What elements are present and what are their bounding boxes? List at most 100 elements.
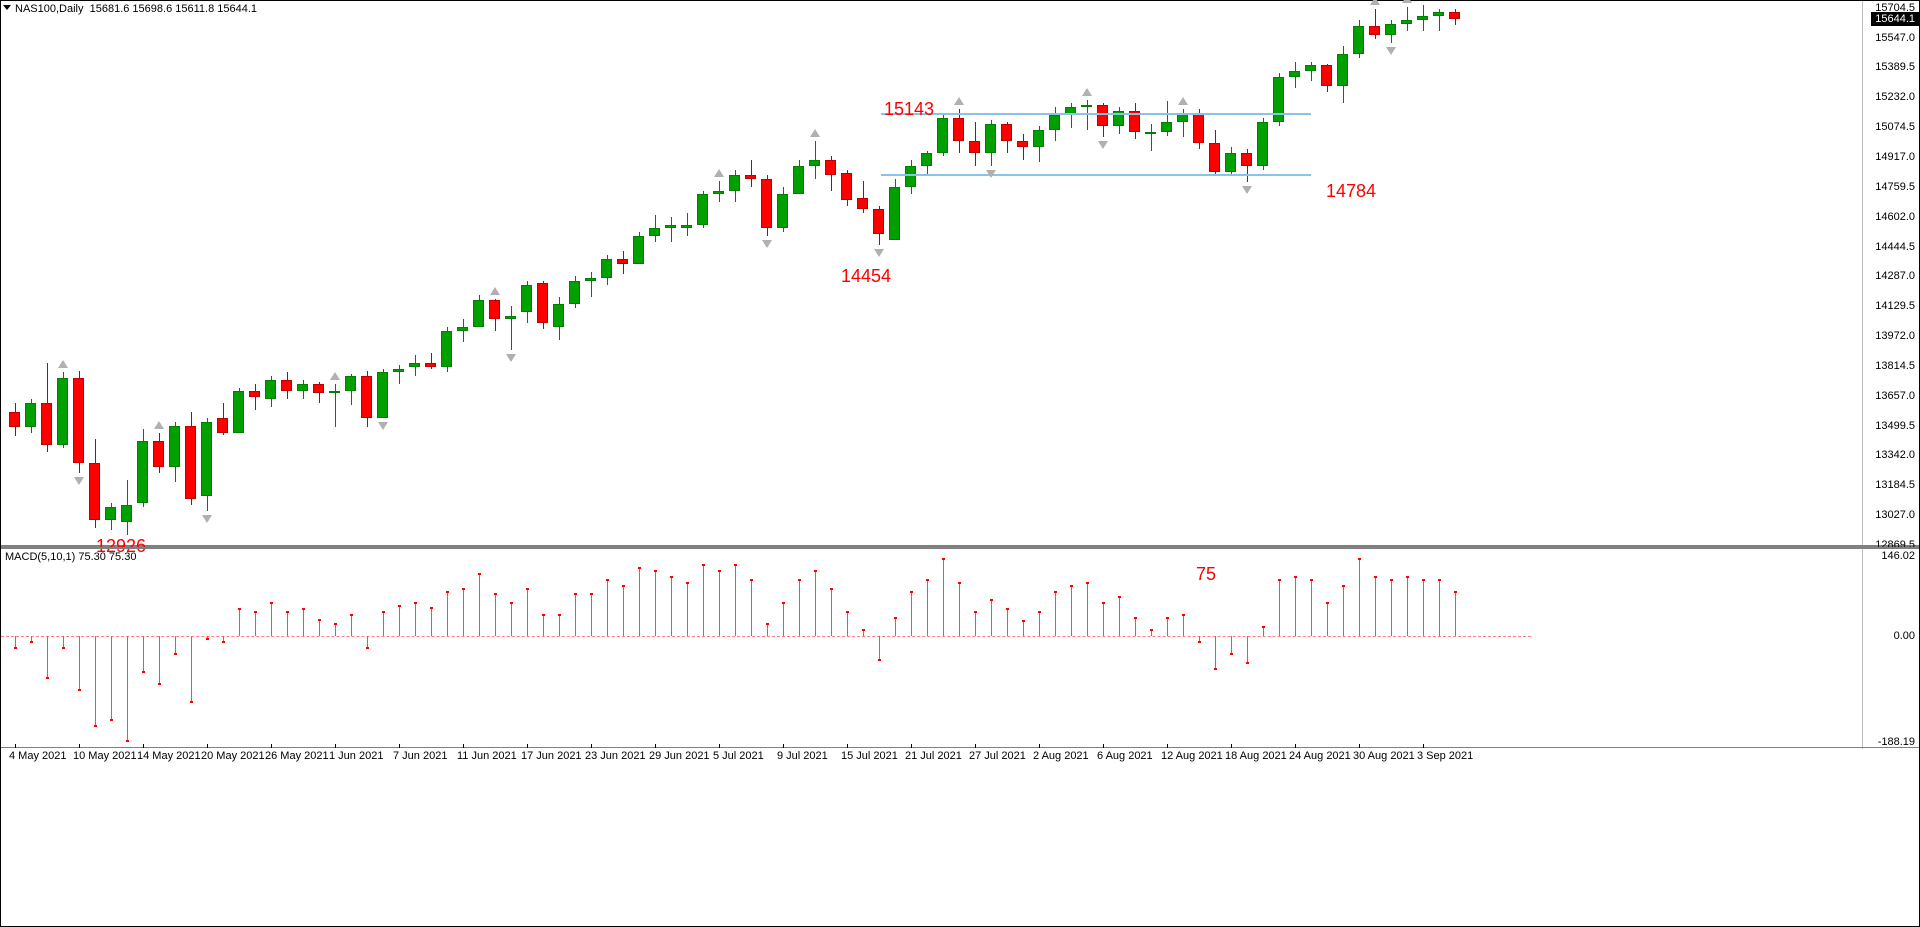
candle-body[interactable] <box>697 194 708 224</box>
candle-body[interactable] <box>713 191 724 195</box>
candle-body[interactable] <box>1289 71 1300 77</box>
fractal-up-icon <box>58 360 68 368</box>
candle-body[interactable] <box>1049 115 1060 130</box>
candle-body[interactable] <box>569 281 580 304</box>
candle-body[interactable] <box>761 179 772 228</box>
candle-body[interactable] <box>153 441 164 468</box>
macd-signal-point <box>382 611 385 613</box>
candle-body[interactable] <box>537 283 548 323</box>
candle-body[interactable] <box>617 259 628 265</box>
candle-body[interactable] <box>1353 26 1364 54</box>
candle-body[interactable] <box>73 378 84 463</box>
candle-body[interactable] <box>809 160 820 166</box>
candle-body[interactable] <box>873 209 884 234</box>
candle-body[interactable] <box>1225 153 1236 172</box>
candle-body[interactable] <box>681 225 692 229</box>
candle-body[interactable] <box>505 316 516 320</box>
candle-body[interactable] <box>1209 143 1220 171</box>
candle-body[interactable] <box>89 463 100 520</box>
candle-body[interactable] <box>105 507 116 520</box>
candle-body[interactable] <box>777 194 788 228</box>
time-x-axis[interactable]: 4 May 202110 May 202114 May 202120 May 2… <box>1 747 1919 927</box>
candle-body[interactable] <box>25 403 36 428</box>
time-axis-tick-mark <box>975 744 976 748</box>
candle-body[interactable] <box>457 327 468 331</box>
candle-body[interactable] <box>409 363 420 367</box>
candle-body[interactable] <box>1017 141 1028 147</box>
candle-body[interactable] <box>1081 105 1092 107</box>
candle-body[interactable] <box>1257 122 1268 166</box>
horizontal-level-line[interactable] <box>881 174 1311 176</box>
candle-body[interactable] <box>1097 105 1108 126</box>
candle-body[interactable] <box>841 173 852 200</box>
candle-body[interactable] <box>1145 132 1156 134</box>
candle-body[interactable] <box>489 300 500 319</box>
candle-body[interactable] <box>1417 16 1428 20</box>
candle-body[interactable] <box>921 153 932 166</box>
candle-body[interactable] <box>1321 65 1332 86</box>
candle-body[interactable] <box>1193 113 1204 143</box>
candle-body[interactable] <box>329 391 340 393</box>
candle-body[interactable] <box>1401 20 1412 24</box>
price-y-axis[interactable]: 15704.515547.015389.515232.015074.514917… <box>1862 1 1919 545</box>
candle-body[interactable] <box>185 426 196 500</box>
candle-body[interactable] <box>825 160 836 175</box>
candle-body[interactable] <box>265 380 276 399</box>
candle-body[interactable] <box>393 369 404 373</box>
candle-body[interactable] <box>633 236 644 264</box>
candle-body[interactable] <box>937 118 948 152</box>
price-plot-area[interactable]: 12926144541514314784 <box>1 1 1531 545</box>
candle-body[interactable] <box>1161 122 1172 131</box>
candle-body[interactable] <box>281 380 292 391</box>
candle-body[interactable] <box>169 426 180 468</box>
macd-y-axis[interactable]: 146.020.00-188.19 <box>1862 549 1919 749</box>
candle-body[interactable] <box>857 198 868 209</box>
price-axis-tick: 13657.0 <box>1875 390 1915 402</box>
candle-body[interactable] <box>585 278 596 282</box>
candle-body[interactable] <box>793 166 804 194</box>
candle-body[interactable] <box>1337 54 1348 86</box>
candle-body[interactable] <box>521 285 532 312</box>
candle-body[interactable] <box>137 441 148 504</box>
candle-body[interactable] <box>1273 77 1284 122</box>
candle-body[interactable] <box>1241 153 1252 166</box>
candle-body[interactable] <box>1305 65 1316 71</box>
candle-body[interactable] <box>1449 12 1460 19</box>
candle-body[interactable] <box>745 175 756 179</box>
candle-body[interactable] <box>441 331 452 367</box>
candle-body[interactable] <box>473 300 484 327</box>
horizontal-level-line[interactable] <box>881 113 1311 115</box>
candle-body[interactable] <box>953 118 964 141</box>
candle-body[interactable] <box>649 228 660 236</box>
macd-plot-area[interactable]: 75 <box>1 549 1531 749</box>
candle-body[interactable] <box>1385 24 1396 35</box>
candle-body[interactable] <box>377 372 388 417</box>
candle-body[interactable] <box>41 403 52 446</box>
candle-body[interactable] <box>1033 130 1044 147</box>
candle-body[interactable] <box>121 505 132 522</box>
candle-body[interactable] <box>1001 124 1012 141</box>
price-chart-panel[interactable]: NAS100,Daily 15681.6 15698.6 15611.8 156… <box>1 1 1919 547</box>
candle-body[interactable] <box>313 384 324 393</box>
candle-body[interactable] <box>361 376 372 418</box>
candle-body[interactable] <box>217 418 228 433</box>
candle-body[interactable] <box>9 412 20 427</box>
candle-body[interactable] <box>201 422 212 496</box>
macd-indicator-panel[interactable]: MACD(5,10,1) 75.30 75.30 75 146.020.00-1… <box>1 547 1919 747</box>
candle-body[interactable] <box>249 391 260 397</box>
candle-body[interactable] <box>889 187 900 240</box>
candle-body[interactable] <box>969 141 980 152</box>
candle-body[interactable] <box>425 363 436 367</box>
candle-body[interactable] <box>553 304 564 327</box>
candle-body[interactable] <box>345 376 356 391</box>
candle-body[interactable] <box>985 124 996 152</box>
candle-body[interactable] <box>57 378 68 445</box>
candle-body[interactable] <box>601 259 612 278</box>
candle-body[interactable] <box>233 391 244 433</box>
candle-body[interactable] <box>1369 26 1380 35</box>
candle-body[interactable] <box>665 225 676 229</box>
candle-body[interactable] <box>297 384 308 392</box>
candle-body[interactable] <box>1433 12 1444 16</box>
candle-body[interactable] <box>729 175 740 190</box>
macd-signal-point <box>46 677 49 679</box>
